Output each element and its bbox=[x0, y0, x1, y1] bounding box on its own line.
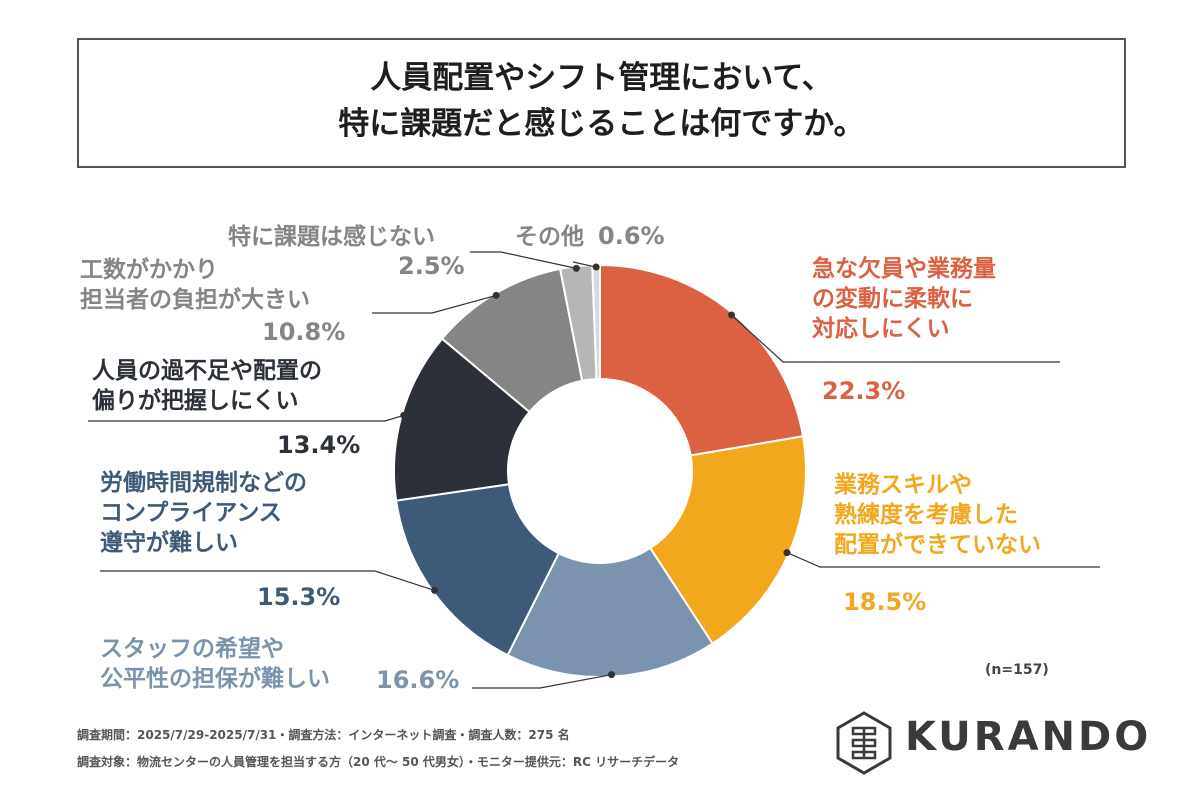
label-line: 工数がかかり bbox=[80, 257, 218, 283]
label-line: 人員の過不足や配置の bbox=[92, 358, 322, 384]
label-line: その他 bbox=[515, 224, 584, 250]
label-line: 配置ができていない bbox=[834, 532, 1041, 558]
leader-line-staff-wishes bbox=[472, 674, 612, 689]
label-line: 公平性の担保が難しい bbox=[100, 666, 330, 692]
leader-line-compliance bbox=[100, 570, 435, 591]
donut-slice-skill-placement bbox=[648, 435, 807, 645]
pct-other: 0.6% bbox=[598, 222, 665, 250]
pct-workload: 10.8% bbox=[262, 318, 346, 346]
label-other: その他 bbox=[515, 222, 584, 252]
footer-survey-target: 調査対象：物流センターの人員管理を担当する方（20 代～ 50 代男女）・モニタ… bbox=[77, 755, 680, 769]
label-skill-placement: 業務スキルや 熟練度を考慮した 配置ができていない bbox=[834, 470, 1041, 560]
label-line: 担当者の負担が大きい bbox=[80, 287, 310, 313]
label-workload: 工数がかかり 担当者の負担が大きい bbox=[80, 255, 310, 315]
pct-skill-placement: 18.5% bbox=[843, 588, 927, 616]
label-line: 業務スキルや bbox=[834, 472, 972, 498]
label-line: 急な欠員や業務量 bbox=[812, 256, 996, 282]
label-compliance: 労働時間規制などの コンプライアンス 遵守が難しい bbox=[100, 468, 307, 558]
leader-dot-staff-wishes bbox=[608, 671, 616, 679]
leader-line-other bbox=[572, 261, 597, 268]
label-no-issue: 特に課題は感じない bbox=[228, 222, 435, 252]
leader-line-skill-placement bbox=[786, 552, 1100, 568]
leader-line-workload bbox=[372, 294, 497, 314]
pct-compliance: 15.3% bbox=[257, 583, 341, 611]
pct-no-issue: 2.5% bbox=[398, 252, 465, 280]
leader-dot-compliance bbox=[431, 586, 439, 594]
chart-title-line2: 特に課題だと感じることは何ですか。 bbox=[338, 106, 865, 142]
label-line: 対応しにくい bbox=[812, 316, 950, 342]
label-sudden-absence: 急な欠員や業務量 の変動に柔軟に 対応しにくい bbox=[812, 254, 996, 344]
pct-staff-balance: 13.4% bbox=[277, 431, 361, 459]
sample-size: (n=157) bbox=[985, 662, 1049, 678]
leader-line-staff-balance bbox=[88, 414, 404, 422]
leader-line-sudden-absence bbox=[731, 314, 1060, 363]
leader-dot-sudden-absence bbox=[728, 311, 736, 319]
kurando-logo-text: KURANDO bbox=[905, 714, 1152, 760]
label-staff-wishes: スタッフの希望や 公平性の担保が難しい bbox=[100, 634, 330, 694]
label-line: 特に課題は感じない bbox=[228, 224, 435, 250]
pct-staff-wishes: 16.6% bbox=[376, 666, 460, 694]
leader-dot-skill-placement bbox=[783, 549, 791, 557]
label-line: コンプライアンス bbox=[100, 500, 282, 526]
leader-dot-other bbox=[592, 263, 600, 271]
label-line: 熟練度を考慮した bbox=[834, 502, 1018, 528]
leader-dot-no-issue bbox=[572, 264, 580, 272]
leader-line-no-issue bbox=[470, 251, 577, 269]
chart-title-line1: 人員配置やシフト管理において、 bbox=[370, 60, 833, 96]
label-line: 偏りが把握しにくい bbox=[92, 388, 299, 414]
label-line: 労働時間規制などの bbox=[100, 470, 307, 496]
label-line: 遵守が難しい bbox=[100, 530, 238, 556]
donut-slice-staff-balance bbox=[393, 337, 531, 502]
footer-survey-period: 調査期間：2025/7/29-2025/7/31・調査方法：インターネット調査・… bbox=[77, 728, 570, 742]
label-line: スタッフの希望や bbox=[100, 636, 284, 662]
donut-slice-compliance bbox=[395, 483, 561, 657]
leader-dot-workload bbox=[492, 291, 500, 299]
kurando-logo-icon bbox=[836, 711, 892, 775]
leader-dot-staff-balance bbox=[400, 411, 408, 419]
donut-slice-staff-wishes bbox=[506, 546, 714, 678]
label-staff-balance: 人員の過不足や配置の 偏りが把握しにくい bbox=[92, 356, 322, 416]
donut-slice-sudden-absence bbox=[599, 263, 805, 457]
label-line: の変動に柔軟に bbox=[812, 286, 973, 312]
pct-sudden-absence: 22.3% bbox=[822, 377, 906, 405]
title-box: 人員配置やシフト管理において、 特に課題だと感じることは何ですか。 bbox=[77, 38, 1126, 168]
